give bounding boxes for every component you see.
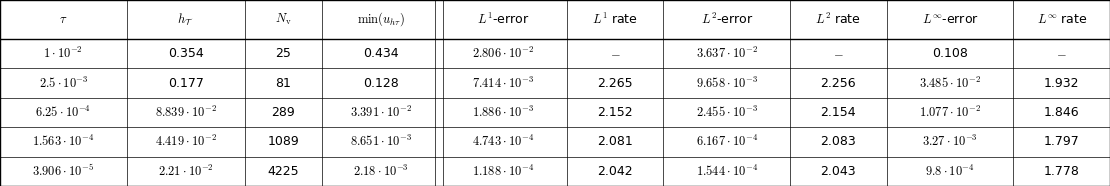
Text: 1.797: 1.797 (1043, 135, 1080, 148)
Text: 2.081: 2.081 (597, 135, 633, 148)
Text: $1.886 \cdot 10^{-3}$: $1.886 \cdot 10^{-3}$ (473, 105, 535, 120)
Text: 0.108: 0.108 (932, 47, 968, 60)
Text: $2.806 \cdot 10^{-2}$: $2.806 \cdot 10^{-2}$ (473, 46, 535, 61)
Text: $L^\infty$-error: $L^\infty$-error (921, 13, 979, 26)
Text: $-$: $-$ (1057, 47, 1067, 60)
Text: 2.083: 2.083 (820, 135, 856, 148)
Text: $3.485 \cdot 10^{-2}$: $3.485 \cdot 10^{-2}$ (919, 76, 981, 91)
Text: 1.932: 1.932 (1043, 77, 1079, 90)
Text: 0.434: 0.434 (363, 47, 398, 60)
Text: $9.8 \cdot 10^{-4}$: $9.8 \cdot 10^{-4}$ (925, 164, 975, 179)
Text: $3.391 \cdot 10^{-2}$: $3.391 \cdot 10^{-2}$ (350, 105, 412, 120)
Text: $1.188 \cdot 10^{-4}$: $1.188 \cdot 10^{-4}$ (473, 164, 535, 179)
Text: 25: 25 (275, 47, 291, 60)
Text: 0.354: 0.354 (168, 47, 203, 60)
Text: $8.651 \cdot 10^{-3}$: $8.651 \cdot 10^{-3}$ (350, 134, 412, 150)
Text: $7.414 \cdot 10^{-3}$: $7.414 \cdot 10^{-3}$ (473, 76, 535, 91)
Text: 1.778: 1.778 (1043, 165, 1080, 178)
Text: $2.455 \cdot 10^{-3}$: $2.455 \cdot 10^{-3}$ (696, 105, 758, 120)
Text: $\min(u_{h\tau})$: $\min(u_{h\tau})$ (357, 11, 405, 28)
Text: $1.544 \cdot 10^{-4}$: $1.544 \cdot 10^{-4}$ (696, 164, 758, 179)
Text: $3.637 \cdot 10^{-2}$: $3.637 \cdot 10^{-2}$ (696, 46, 758, 61)
Text: $6.167 \cdot 10^{-4}$: $6.167 \cdot 10^{-4}$ (696, 134, 758, 150)
Text: $6.25 \cdot 10^{-4}$: $6.25 \cdot 10^{-4}$ (36, 105, 91, 120)
Text: $\tau$: $\tau$ (59, 13, 68, 26)
Text: 0.177: 0.177 (168, 77, 203, 90)
Text: $1.077 \cdot 10^{-2}$: $1.077 \cdot 10^{-2}$ (919, 105, 981, 120)
Text: $2.21 \cdot 10^{-2}$: $2.21 \cdot 10^{-2}$ (158, 164, 213, 179)
Text: 81: 81 (275, 77, 291, 90)
Text: $-$: $-$ (609, 47, 620, 60)
Text: $3.906 \cdot 10^{-5}$: $3.906 \cdot 10^{-5}$ (32, 163, 94, 179)
Text: $4.743 \cdot 10^{-4}$: $4.743 \cdot 10^{-4}$ (473, 134, 535, 150)
Text: 2.256: 2.256 (820, 77, 856, 90)
Text: $L^2$ rate: $L^2$ rate (816, 12, 861, 27)
Text: $N_{\mathrm{v}}$: $N_{\mathrm{v}}$ (275, 12, 292, 27)
Text: 2.154: 2.154 (820, 106, 856, 119)
Text: 0.128: 0.128 (363, 77, 398, 90)
Text: 2.042: 2.042 (597, 165, 633, 178)
Text: 1089: 1089 (268, 135, 300, 148)
Text: $-$: $-$ (834, 47, 844, 60)
Text: $2.5 \cdot 10^{-3}$: $2.5 \cdot 10^{-3}$ (39, 76, 88, 91)
Text: $8.839 \cdot 10^{-2}$: $8.839 \cdot 10^{-2}$ (154, 105, 216, 120)
Text: $L^\infty$ rate: $L^\infty$ rate (1037, 13, 1087, 26)
Text: $3.27 \cdot 10^{-3}$: $3.27 \cdot 10^{-3}$ (922, 134, 978, 150)
Text: 4225: 4225 (268, 165, 300, 178)
Text: 2.043: 2.043 (820, 165, 856, 178)
Text: 2.265: 2.265 (597, 77, 633, 90)
Text: 1.846: 1.846 (1043, 106, 1080, 119)
Text: $2.18 \cdot 10^{-3}$: $2.18 \cdot 10^{-3}$ (353, 164, 408, 179)
Text: 289: 289 (272, 106, 295, 119)
Text: $L^2$-error: $L^2$-error (700, 12, 753, 27)
Text: $L^1$ rate: $L^1$ rate (592, 12, 638, 27)
Text: $9.658 \cdot 10^{-3}$: $9.658 \cdot 10^{-3}$ (696, 76, 758, 91)
Text: $1 \cdot 10^{-2}$: $1 \cdot 10^{-2}$ (43, 46, 83, 61)
Text: $h_{\mathcal{T}}$: $h_{\mathcal{T}}$ (178, 12, 194, 27)
Text: $1.563 \cdot 10^{-4}$: $1.563 \cdot 10^{-4}$ (32, 134, 94, 150)
Text: 2.152: 2.152 (597, 106, 633, 119)
Text: $L^1$-error: $L^1$-error (477, 12, 529, 27)
Text: $4.419 \cdot 10^{-2}$: $4.419 \cdot 10^{-2}$ (154, 134, 216, 150)
